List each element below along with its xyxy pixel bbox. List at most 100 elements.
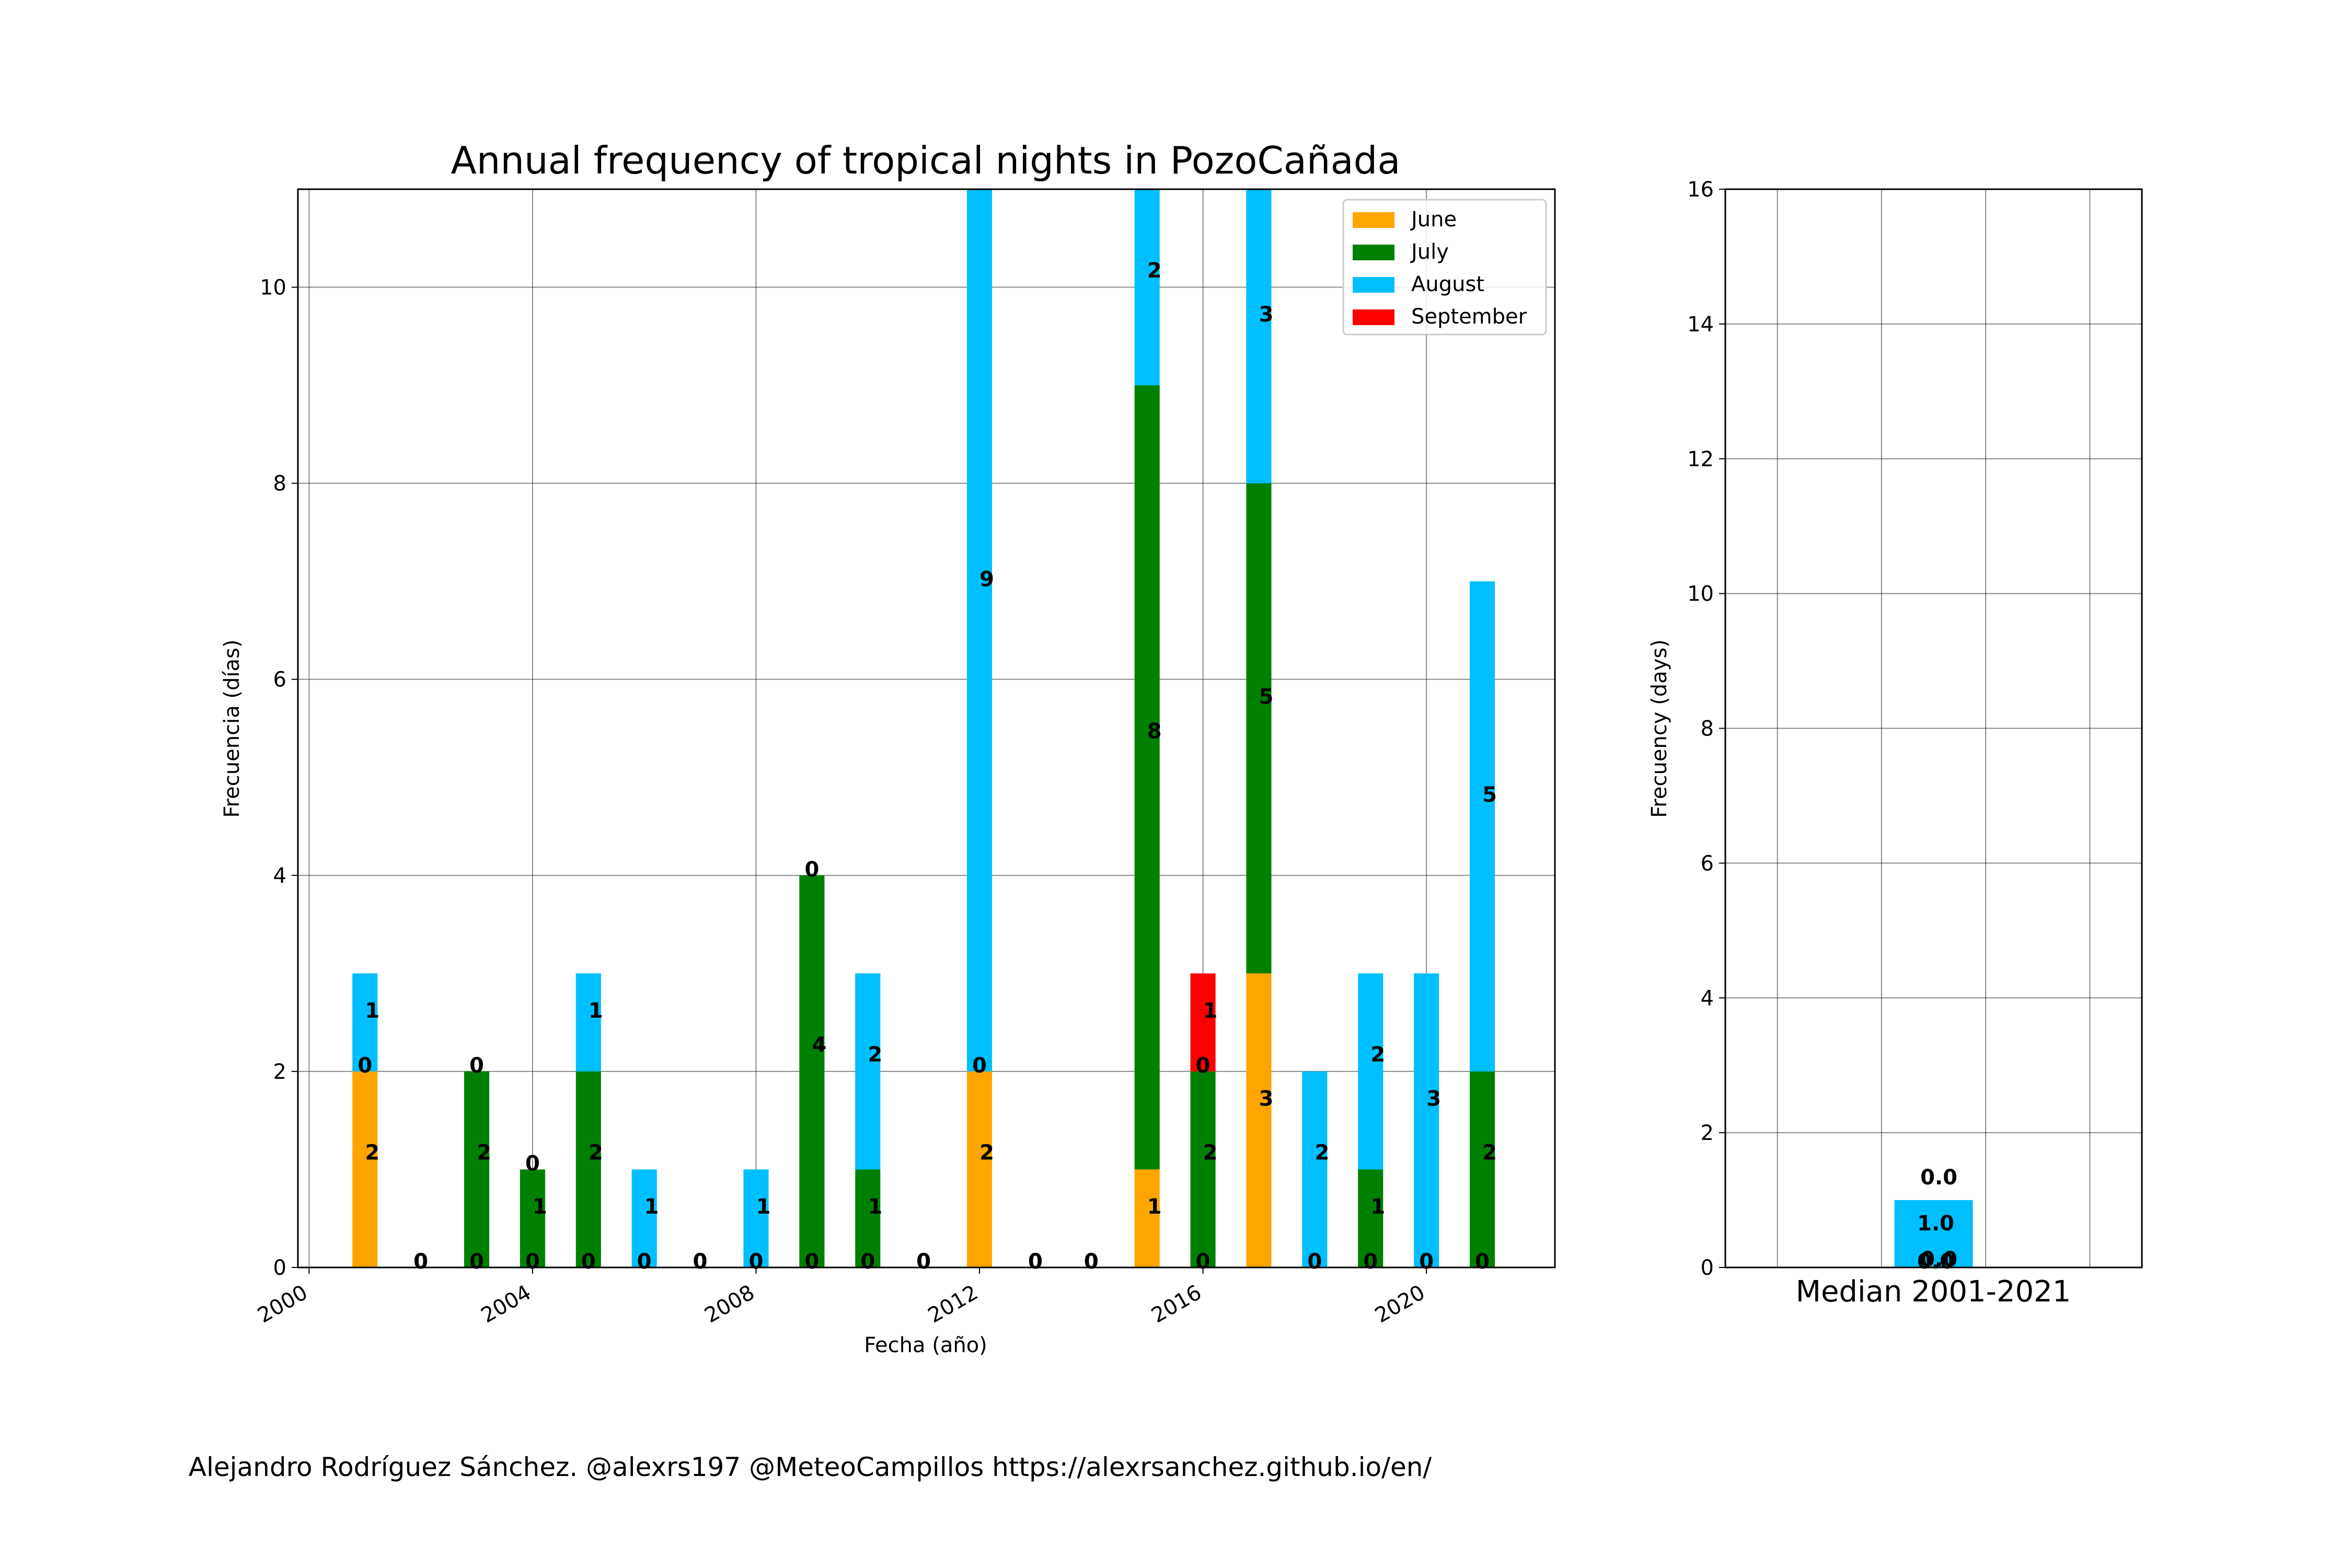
- left-x-axis-label: Fecha (año): [864, 1333, 987, 1357]
- bar-2010-august: [855, 973, 881, 1170]
- bar-label-2006-august: 1: [644, 1195, 659, 1219]
- bar-label-2014-august: 0: [1084, 1250, 1099, 1274]
- right-bars: [1894, 1200, 1973, 1267]
- bar-2008-august: [743, 1169, 769, 1267]
- bar-label-2021-july: 2: [1482, 1141, 1497, 1165]
- bar-label-2003-july: 2: [477, 1141, 491, 1165]
- bar-2001-august: [352, 973, 378, 1071]
- legend-label-june: June: [1410, 207, 1457, 232]
- median-label-august: 1.0: [1917, 1212, 1954, 1236]
- bar-label-2017-june: 3: [1259, 1087, 1274, 1111]
- left-y-tick-label: 0: [273, 1256, 286, 1280]
- bar-label-2021-august: 5: [1482, 783, 1497, 807]
- bar-label-2009-june: 0: [804, 1250, 819, 1274]
- bar-label-2003-august: 0: [469, 1054, 484, 1078]
- left-x-tick-label: 2020: [1371, 1281, 1429, 1328]
- left-bars: [352, 189, 1495, 1267]
- bar-label-2010-june: 0: [860, 1250, 875, 1274]
- bar-2018-august: [1302, 1071, 1328, 1267]
- bar-2009-july: [799, 875, 825, 1267]
- left-y-tick-label: 6: [273, 668, 286, 692]
- bar-label-2007-july: 0: [693, 1250, 708, 1274]
- bar-2001-june: [352, 1071, 378, 1267]
- bar-label-2012-august: 9: [979, 568, 994, 592]
- bar-label-2018-july: 0: [1307, 1250, 1322, 1274]
- left-y-axis-label: Frecuencia (días): [220, 640, 244, 818]
- bar-label-2021-june: 0: [1475, 1250, 1490, 1274]
- bar-label-2017-july: 5: [1259, 685, 1274, 709]
- bar-2004-july: [520, 1169, 545, 1267]
- left-y-tick-label: 8: [273, 472, 286, 496]
- right-y-tick-label: 6: [1701, 851, 1714, 875]
- bar-2003-july: [464, 1071, 490, 1267]
- right-y-tick-label: 4: [1701, 986, 1714, 1010]
- bar-label-2004-july: 1: [533, 1195, 547, 1219]
- bar-label-2002-june: 0: [413, 1250, 428, 1274]
- left-x-tick-label: 2004: [477, 1281, 535, 1328]
- left-y-tick-label: 4: [273, 864, 286, 888]
- bar-label-2006-july: 0: [637, 1250, 652, 1274]
- bar-2021-august: [1469, 581, 1495, 1071]
- legend-box: [1342, 199, 1547, 336]
- right-grid: [1725, 189, 2142, 1268]
- bar-2005-august: [575, 973, 601, 1071]
- bar-label-2006-june: 0: [637, 1250, 652, 1274]
- bar-label-2011-july: 0: [916, 1250, 931, 1274]
- legend-swatch-august: [1353, 277, 1394, 293]
- bar-label-2010-august: 2: [868, 1043, 882, 1067]
- bar-2016-september: [1190, 973, 1216, 1071]
- bar-label-2014-june: 0: [1084, 1250, 1099, 1274]
- bar-label-2015-june: 1: [1147, 1195, 1162, 1219]
- bar-2021-july: [1469, 1071, 1495, 1267]
- left-y-tick-label: 10: [260, 276, 286, 300]
- legend: June July August September: [1342, 199, 1547, 336]
- left-x-tick-label: 2012: [924, 1281, 982, 1328]
- left-y-tick-label: 2: [273, 1060, 286, 1084]
- bar-label-2001-august: 1: [365, 999, 379, 1023]
- legend-swatch-june: [1353, 212, 1394, 228]
- bar-2017-june: [1246, 973, 1272, 1267]
- right-y-axis-label: Frecuency (days): [1647, 639, 1671, 818]
- bar-label-2020-august: 3: [1426, 1087, 1441, 1111]
- bar-label-2015-july: 8: [1147, 719, 1162, 743]
- bar-label-2019-august: 2: [1370, 1043, 1385, 1067]
- bar-2020-august: [1414, 973, 1439, 1267]
- bar-label-2001-july: 0: [358, 1054, 372, 1078]
- bar-label-2016-july: 2: [1203, 1141, 1218, 1165]
- bar-2010-july: [855, 1169, 881, 1267]
- bar-2006-august: [631, 1169, 657, 1267]
- left-chart-title: Annual frequency of tropical nights in P…: [451, 139, 1401, 182]
- bar-label-2018-august: 2: [1315, 1141, 1329, 1165]
- bar-label-2014-july: 0: [1084, 1250, 1099, 1274]
- right-y-tick-label: 14: [1687, 313, 1714, 337]
- right-x-axis-label: Median 2001-2021: [1796, 1275, 2071, 1309]
- right-y-tick-label: 16: [1687, 178, 1714, 202]
- left-x-tick-label: 2000: [253, 1281, 312, 1328]
- legend-label-september: September: [1411, 305, 1527, 329]
- median-label-june: 0.0: [1917, 1250, 1954, 1274]
- bar-label-2010-july: 1: [868, 1195, 882, 1219]
- bar-label-2013-june: 0: [1028, 1250, 1043, 1274]
- legend-label-july: July: [1410, 240, 1449, 264]
- bar-label-2012-july: 0: [972, 1054, 987, 1078]
- bar-2017-august: [1246, 189, 1272, 483]
- bar-label-2004-august: 0: [525, 1151, 540, 1175]
- bar-label-2005-august: 1: [589, 999, 603, 1023]
- right-y-tick-label: 2: [1701, 1121, 1714, 1145]
- bar-label-2009-august: 0: [804, 858, 819, 882]
- bar-2019-july: [1358, 1169, 1383, 1267]
- credits-text: Alejandro Rodríguez Sánchez. @alexrs197 …: [188, 1452, 1432, 1482]
- bar-label-2016-september: 1: [1203, 999, 1218, 1023]
- bar-label-2017-august: 3: [1259, 303, 1274, 327]
- bar-label-2019-july: 1: [1370, 1195, 1385, 1219]
- median-bar-august: [1894, 1200, 1973, 1267]
- left-x-tick-label: 2016: [1147, 1281, 1205, 1328]
- legend-label-august: August: [1411, 272, 1484, 296]
- bar-label-2005-june: 0: [581, 1250, 596, 1274]
- left-x-tick-label: 2008: [700, 1281, 758, 1328]
- bar-label-2002-july: 0: [413, 1250, 428, 1274]
- legend-swatch-september: [1353, 309, 1394, 325]
